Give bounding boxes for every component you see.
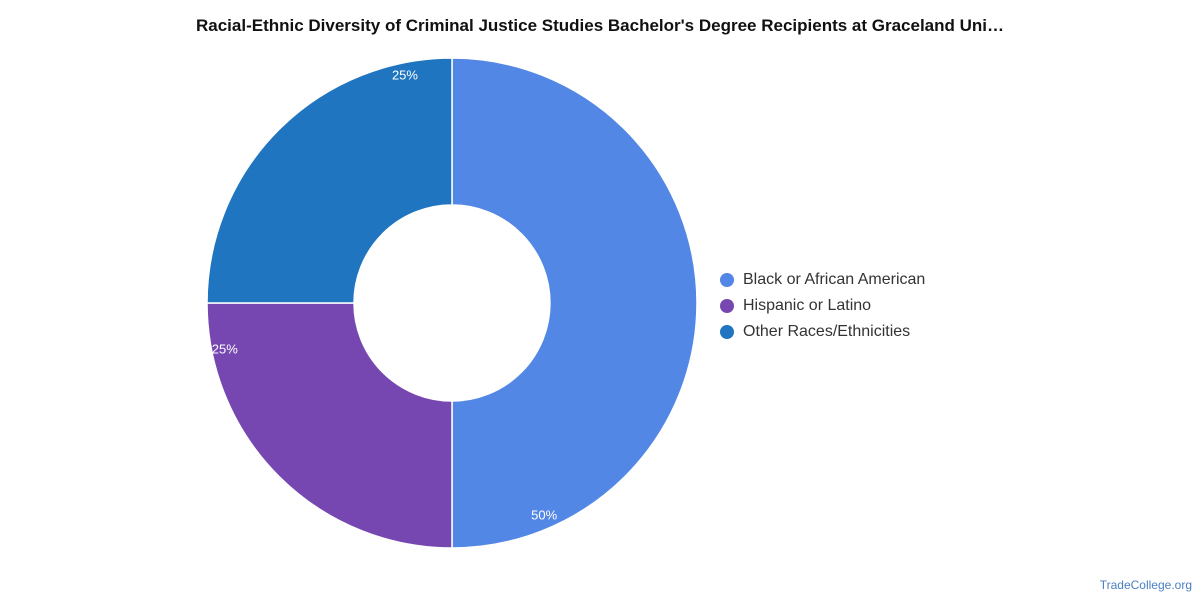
legend-swatch: [720, 299, 734, 313]
legend-item-hispanic-or-latino[interactable]: Hispanic or Latino: [720, 293, 925, 319]
legend-swatch: [720, 273, 734, 287]
legend-label: Black or African American: [743, 271, 926, 288]
data-label-black-or-african-american: 50%: [531, 507, 557, 522]
legend-label: Other Races/Ethnicities: [743, 323, 911, 340]
slice-black-or-african-american[interactable]: [451, 57, 698, 549]
data-label-hispanic-or-latino: 25%: [212, 341, 238, 356]
chart-title: Racial-Ethnic Diversity of Criminal Just…: [195, 16, 1005, 35]
legend-item-other-races-ethnicities[interactable]: Other Races/Ethnicities: [720, 319, 925, 345]
slice-other-races-ethnicities[interactable]: [206, 57, 453, 304]
legend-label: Hispanic or Latino: [743, 297, 872, 314]
data-label-other-races-ethnicities: 25%: [392, 67, 418, 82]
legend: Black or African American Hispanic or La…: [720, 267, 925, 345]
slice-hispanic-or-latino[interactable]: [206, 302, 453, 549]
credit-link[interactable]: TradeCollege.org: [1099, 578, 1192, 592]
legend-swatch: [720, 325, 734, 339]
legend-item-black-or-african-american[interactable]: Black or African American: [720, 267, 925, 293]
